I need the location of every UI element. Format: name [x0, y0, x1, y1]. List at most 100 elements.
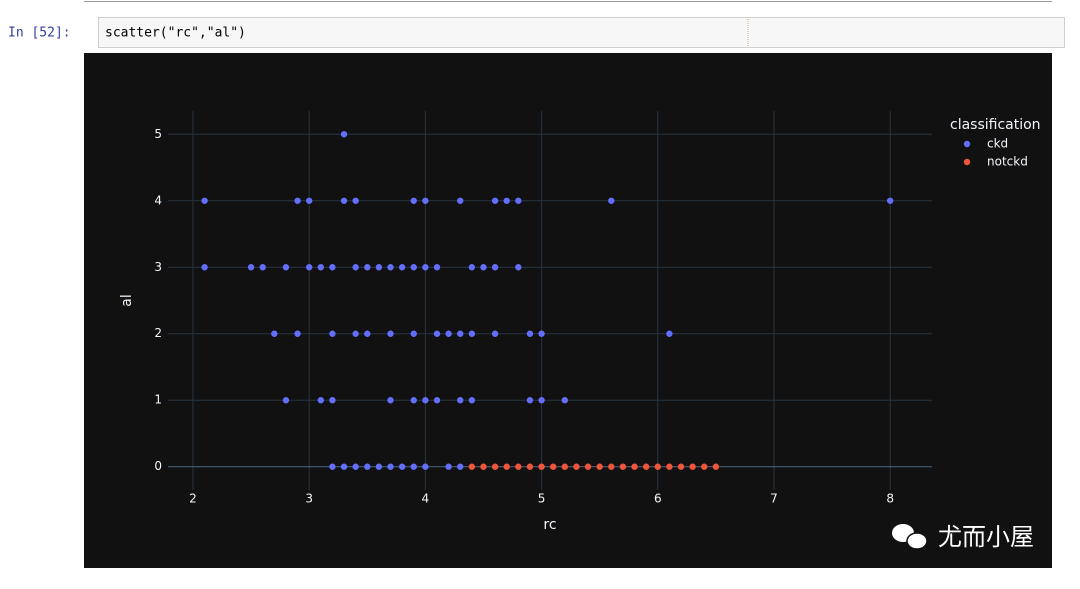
point [364, 330, 371, 337]
legend-label: ckd [987, 137, 1008, 151]
point [305, 197, 313, 204]
point [468, 264, 476, 271]
point [561, 463, 569, 470]
point [573, 463, 580, 470]
y-tick-label: 3 [154, 260, 162, 274]
point [329, 330, 336, 337]
y-axis-label: al [119, 294, 135, 306]
point [387, 463, 394, 470]
point [561, 397, 569, 404]
point [480, 463, 487, 470]
point [642, 463, 650, 470]
point [619, 463, 627, 470]
y-tick-label: 4 [154, 193, 162, 207]
point [538, 330, 545, 337]
point [596, 463, 603, 470]
x-tick-label: 6 [654, 492, 662, 506]
point [503, 463, 510, 470]
point [689, 463, 696, 470]
point [422, 264, 429, 271]
x-tick-label: 5 [538, 492, 546, 506]
code: scatter("rc","al") [105, 26, 246, 41]
watermark-icon [892, 524, 928, 550]
point [375, 463, 383, 470]
point [701, 463, 708, 470]
point [352, 264, 359, 271]
point [305, 264, 313, 271]
legend-title: classification [950, 117, 1041, 133]
point [491, 330, 499, 337]
point [538, 397, 545, 404]
point [491, 197, 499, 204]
point [364, 463, 371, 470]
point [294, 330, 301, 337]
point [422, 197, 429, 204]
point [433, 397, 441, 404]
y-tick-label: 1 [154, 393, 162, 407]
point [410, 197, 417, 204]
point [631, 463, 638, 470]
x-axis-label: rc [543, 517, 556, 533]
point [340, 463, 348, 470]
legend-marker [963, 158, 971, 166]
point [468, 397, 476, 404]
point [340, 131, 348, 138]
y-tick-label: 2 [154, 326, 162, 340]
point [410, 264, 417, 271]
point [677, 463, 685, 470]
point [538, 463, 545, 470]
point [526, 463, 534, 470]
point [317, 264, 324, 271]
point [886, 197, 894, 204]
point [433, 330, 441, 337]
point [503, 197, 510, 204]
point [445, 463, 452, 470]
point [387, 397, 394, 404]
point [608, 197, 615, 204]
point [340, 197, 348, 204]
chart: 2 3 4 5 6 7 8 0 1 2 3 4 5 rc al classification ckd notckd [119, 111, 1041, 533]
point [468, 330, 476, 337]
watermark: 尤而小屋 [938, 523, 1034, 551]
point [468, 463, 476, 470]
point [282, 397, 290, 404]
point [259, 264, 266, 271]
point [491, 463, 499, 470]
point [712, 463, 720, 470]
point [282, 264, 290, 271]
point [433, 264, 441, 271]
point [317, 397, 324, 404]
point [329, 463, 336, 470]
point [457, 463, 464, 470]
point [422, 397, 429, 404]
point [410, 397, 417, 404]
point [352, 330, 359, 337]
point [271, 330, 278, 337]
point [387, 264, 394, 271]
point [201, 264, 208, 271]
point [457, 397, 464, 404]
y-tick-label: 5 [154, 127, 162, 141]
x-tick-label: 7 [770, 492, 778, 506]
point [666, 463, 673, 470]
x-tick-label: 8 [886, 492, 894, 506]
point [201, 197, 208, 204]
point [515, 463, 522, 470]
point [491, 264, 499, 271]
point [515, 197, 522, 204]
code-cell[interactable] [98, 17, 1065, 48]
point [666, 330, 673, 337]
point [410, 463, 417, 470]
cell-prompt: In [52]: [8, 26, 71, 41]
point [387, 330, 394, 337]
point [480, 264, 487, 271]
point [457, 197, 464, 204]
point [352, 197, 359, 204]
x-tick-label: 4 [422, 492, 430, 506]
point [329, 264, 336, 271]
plot-background [84, 53, 1052, 568]
x-tick-label: 2 [189, 492, 197, 506]
point [247, 264, 255, 271]
